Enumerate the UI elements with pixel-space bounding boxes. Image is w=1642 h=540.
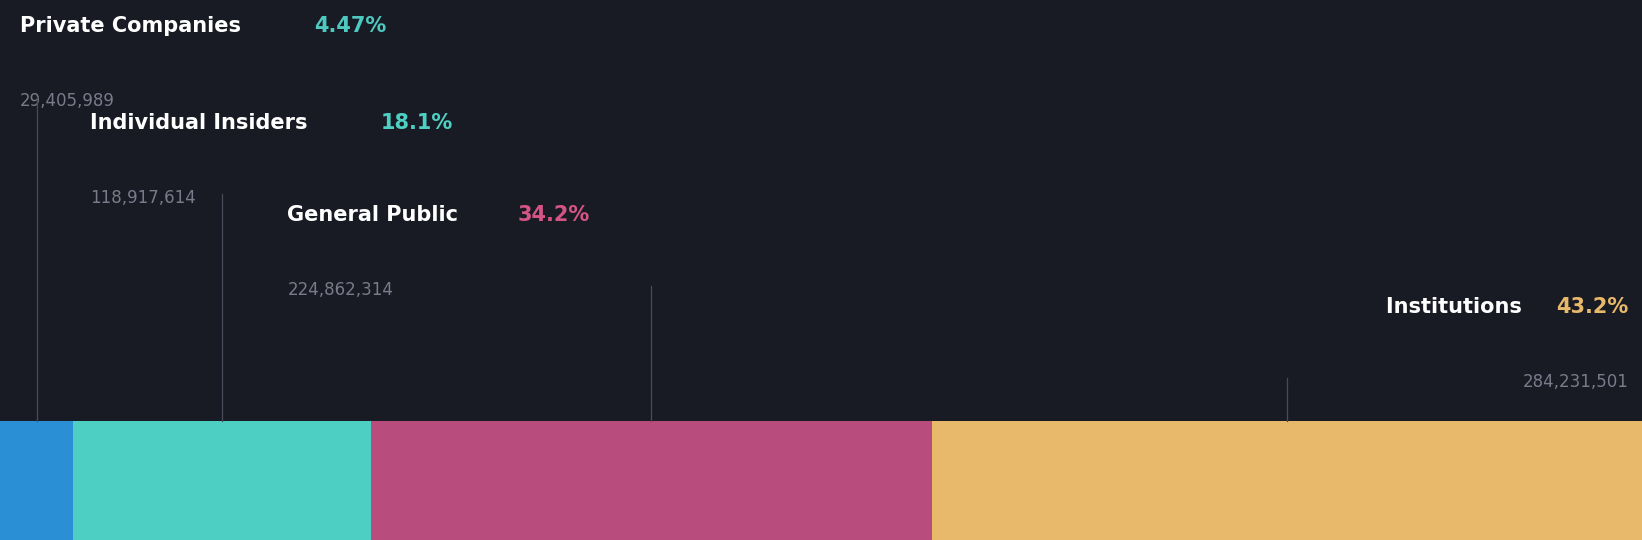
Text: 34.2%: 34.2% [517,205,589,225]
Text: Private Companies: Private Companies [20,16,248,36]
Bar [933,421,1642,540]
Text: 284,231,501: 284,231,501 [1524,373,1629,390]
Text: 4.47%: 4.47% [314,16,386,36]
Bar [74,421,371,540]
Text: 118,917,614: 118,917,614 [90,189,195,207]
Text: Individual Insiders: Individual Insiders [90,113,315,133]
Text: 29,405,989: 29,405,989 [20,92,115,110]
Text: General Public: General Public [287,205,466,225]
Text: 43.2%: 43.2% [1557,297,1629,317]
Text: Institutions: Institutions [1386,297,1529,317]
Text: 18.1%: 18.1% [381,113,453,133]
Bar [371,421,933,540]
Bar [0,421,74,540]
Text: 224,862,314: 224,862,314 [287,281,392,299]
